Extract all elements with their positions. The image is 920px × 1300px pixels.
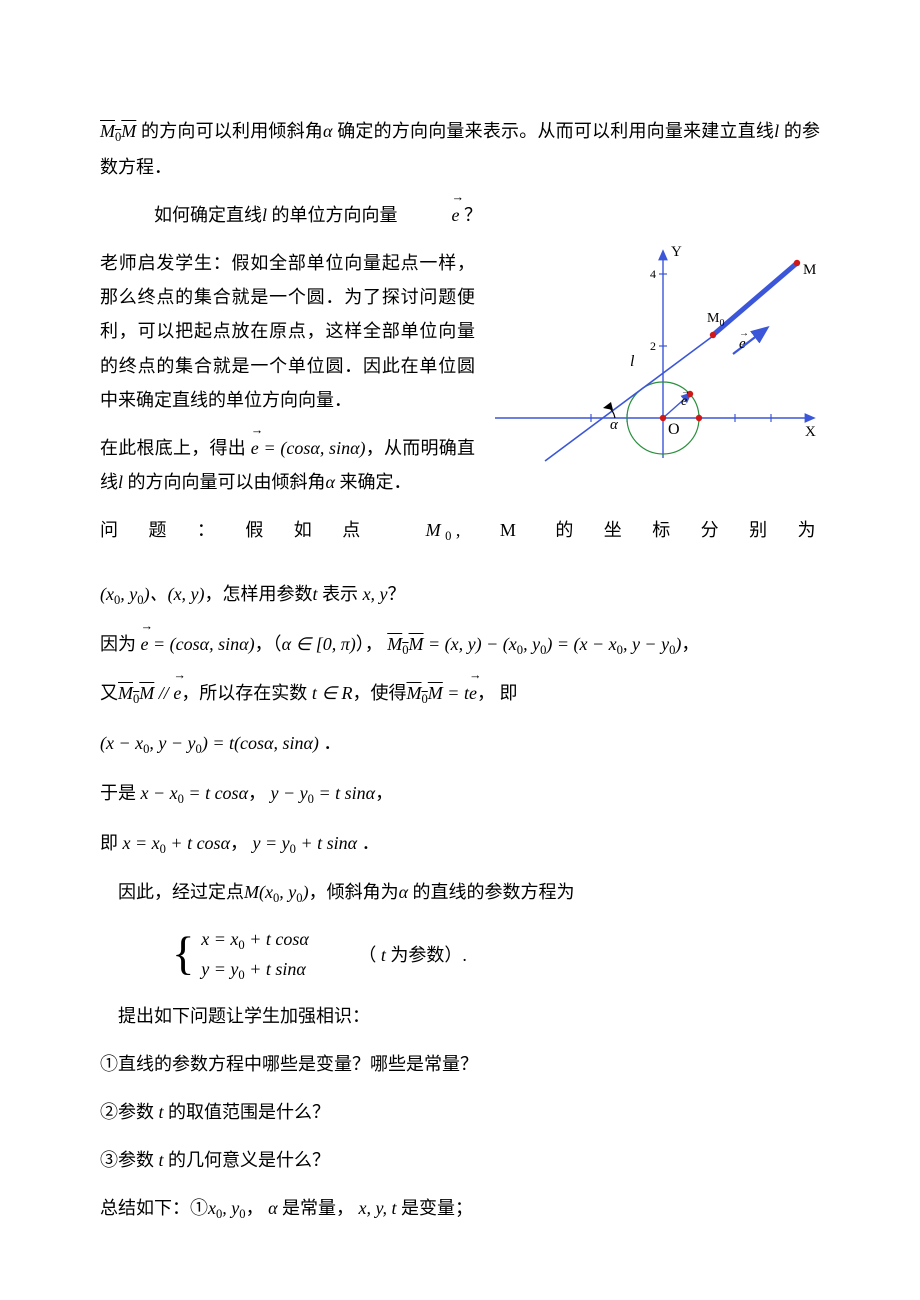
para-1: M0M 的方向可以利用倾斜角α 确定的方向向量来表示。从而可以利用向量来建立直线… (100, 114, 820, 184)
para-7: 又M0M // e，所以存在实数 t ∈ R，使得M0M = te， 即 (100, 676, 820, 712)
float-section: Y X O M M0 e → e → l α 4 2 老师启发学生：假如全部单位… (100, 246, 820, 563)
origin-dot (660, 415, 666, 421)
m-dot (794, 260, 800, 266)
para-5a: 问题：假如点 M0, M 的坐标分别为 (100, 513, 820, 549)
parametric-equation: { x = x0 + t cosα y = y0 + t sinα （ t 为参… (172, 925, 820, 985)
svg-text:→: → (681, 386, 690, 396)
para-15: ③参数 t 的几何意义是什么？ (100, 1143, 820, 1177)
x1-dot (696, 415, 702, 421)
svg-text:→: → (739, 328, 749, 339)
label-O: O (668, 421, 680, 438)
vector-m0m: M0M (100, 121, 136, 141)
para-9: 于是 x − x0 = t cosα， y − y0 = t sinα， (100, 776, 820, 812)
para-10: 即 x = x0 + t cosα， y = y0 + t sinα ． (100, 826, 820, 862)
label-l: l (630, 353, 635, 370)
para-5b: (x0, y0)、(x, y)，怎样用参数t 表示 x, y？ (100, 577, 820, 613)
para-14: ②参数 t 的取值范围是什么？ (100, 1095, 820, 1129)
para-13: ①直线的参数方程中哪些是变量？哪些是常量？ (100, 1047, 820, 1081)
page: M0M 的方向可以利用倾斜角α 确定的方向向量来表示。从而可以利用向量来建立直线… (0, 0, 920, 1281)
label-M0: M0 (707, 311, 724, 329)
para-12: 提出如下问题让学生加强相识： (100, 999, 820, 1033)
label-X: X (805, 424, 816, 440)
para-6: 因为 e = (cosα, sinα)，（α ∈ [0, π)）， M0M = … (100, 627, 820, 663)
label-alpha: α (610, 417, 619, 433)
ytick-2: 2 (650, 339, 656, 353)
label-M: M (803, 262, 816, 278)
figure: Y X O M M0 e → e → l α 4 2 (485, 246, 820, 466)
m0-dot (710, 332, 716, 338)
ytick-4: 4 (650, 267, 656, 281)
para-11: 因此，经过定点M(x0, y0)，倾斜角为α 的直线的参数方程为 (100, 875, 820, 911)
para-8: (x − x0, y − y0) = t(cosα, sinα) ． (100, 726, 820, 762)
label-e-small: e (681, 394, 687, 409)
para-2: 如何确定直线l 的单位方向向量e ？ (100, 198, 820, 232)
label-Y: Y (671, 246, 682, 260)
para-16: 总结如下：①x0, y0， α 是常量， x, y, t 是变量； (100, 1191, 820, 1227)
segment-m0m (713, 263, 797, 335)
